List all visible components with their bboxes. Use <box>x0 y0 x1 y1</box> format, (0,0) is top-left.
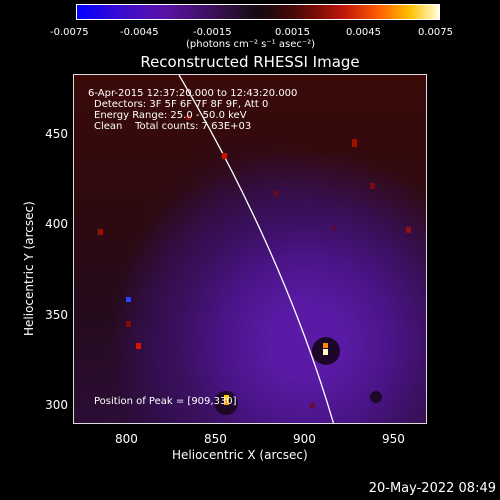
colorbar <box>76 4 440 20</box>
y-tick: 300 <box>45 398 68 412</box>
noise-pixel <box>332 225 336 231</box>
x-tick: 900 <box>293 432 316 446</box>
x-axis-label: Heliocentric X (arcsec) <box>172 448 308 462</box>
solar-limb <box>178 75 335 423</box>
x-tick: 850 <box>204 432 227 446</box>
source-halo <box>370 391 382 403</box>
y-axis-label: Heliocentric Y (arcsec) <box>22 201 36 336</box>
info-line: Detectors: 3F 5F 6F 7F 8F 9F, Att 0 <box>94 99 269 110</box>
peak-position: Position of Peak = [909,330] <box>94 396 237 407</box>
peak-pixel <box>323 343 328 348</box>
colorbar-tick: -0.0075 <box>50 27 89 38</box>
y-tick: 400 <box>45 217 68 231</box>
noise-pixel <box>186 115 191 120</box>
noise-pixel <box>126 321 131 327</box>
info-line: 6-Apr-2015 12:37:20.000 to 12:43:20.000 <box>88 88 298 99</box>
source-pixel <box>224 395 229 400</box>
noise-pixel <box>222 153 227 159</box>
colorbar-tick: 0.0045 <box>346 27 381 38</box>
noise-pixel <box>406 227 411 233</box>
x-tick: 950 <box>382 432 405 446</box>
timestamp: 20-May-2022 08:49 <box>368 481 496 496</box>
info-line: Clean Total counts: 7.63E+03 <box>94 121 252 132</box>
image-plot[interactable]: 6-Apr-2015 12:37:20.000 to 12:43:20.000 … <box>73 74 427 424</box>
image-title: Reconstructed RHESSI Image <box>140 53 360 71</box>
colorbar-tick: 0.0015 <box>275 27 310 38</box>
image-overlay <box>98 75 411 423</box>
noise-pixel <box>98 229 103 235</box>
noise-pixel <box>274 191 279 196</box>
colorbar-tick: -0.0015 <box>193 27 232 38</box>
noise-pixel <box>310 403 315 408</box>
noise-pixel <box>136 343 141 349</box>
noise-pixel <box>126 297 131 302</box>
source-pixel <box>224 400 229 405</box>
noise-pixel <box>352 139 357 147</box>
colorbar-tick: -0.0045 <box>120 27 159 38</box>
colorbar-unit: (photons cm⁻² s⁻¹ asec⁻²) <box>186 39 316 50</box>
x-tick: 800 <box>115 432 138 446</box>
info-line: Energy Range: 25.0 - 50.0 keV <box>94 110 247 121</box>
y-tick: 350 <box>45 308 68 322</box>
colorbar-tick: 0.0075 <box>418 27 453 38</box>
peak-pixel <box>323 349 328 355</box>
y-tick: 450 <box>45 127 68 141</box>
noise-pixel <box>370 183 375 189</box>
